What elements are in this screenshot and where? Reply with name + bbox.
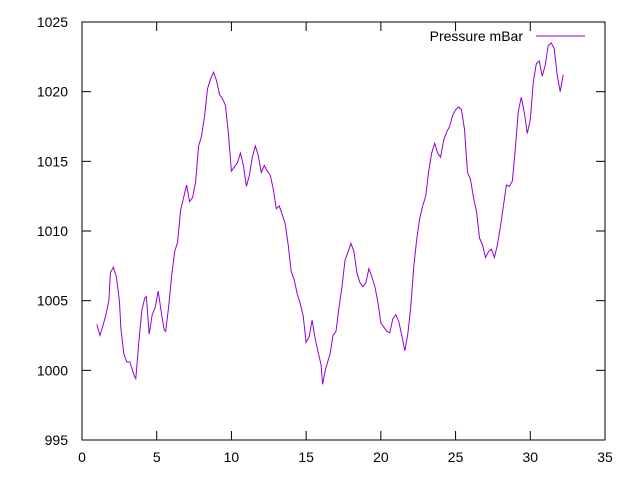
y-tick-label: 1015 [37,153,68,169]
legend: Pressure mBar [430,28,585,44]
x-tick-label: 0 [78,449,86,465]
legend-label-pressure: Pressure mBar [430,28,524,44]
y-tick-label: 1000 [37,362,68,378]
x-tick-label: 30 [522,449,538,465]
y-tick-label: 1010 [37,223,68,239]
y-tick-label: 1005 [37,293,68,309]
y-tick-label: 1020 [37,84,68,100]
y-tick-label: 1025 [37,14,68,30]
axis-tick-labels: 0 5 10 15 20 25 30 3599510001005101010151020102… [37,14,613,465]
series-line-pressure [96,42,564,385]
y-tick-label: 995 [45,432,69,448]
x-tick-label: 15 [298,449,314,465]
plot-frame [81,21,606,441]
x-tick-label: 35 [597,449,613,465]
x-tick-label: 20 [373,449,389,465]
x-tick-label: 25 [448,449,464,465]
x-tick-label: 10 [224,449,240,465]
x-tick-label: 5 [153,449,161,465]
axis-ticks [81,21,606,441]
